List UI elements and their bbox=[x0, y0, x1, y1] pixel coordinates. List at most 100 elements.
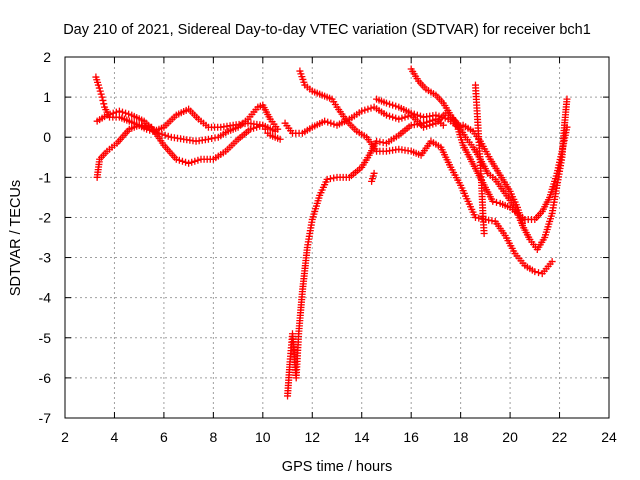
x-tick-label: 22 bbox=[552, 429, 568, 445]
data-marker bbox=[194, 156, 202, 164]
data-marker bbox=[386, 112, 394, 120]
data-marker bbox=[416, 112, 424, 120]
y-tick-label: -4 bbox=[39, 290, 52, 306]
series-track-i bbox=[261, 81, 488, 237]
data-marker bbox=[106, 110, 114, 118]
y-axis-label: SDTVAR / TECUs bbox=[8, 180, 24, 296]
series-track-d bbox=[284, 115, 447, 400]
data-marker bbox=[327, 119, 335, 127]
data-points bbox=[92, 65, 571, 400]
data-marker bbox=[122, 109, 130, 117]
data-marker bbox=[361, 106, 369, 114]
data-marker bbox=[426, 121, 434, 129]
data-marker bbox=[407, 109, 415, 117]
data-marker bbox=[112, 108, 120, 116]
x-tick-label: 20 bbox=[502, 429, 518, 445]
data-marker bbox=[178, 157, 186, 165]
data-marker bbox=[358, 107, 366, 115]
data-marker bbox=[475, 214, 483, 222]
data-marker bbox=[115, 107, 123, 115]
data-marker bbox=[364, 105, 372, 113]
x-tick-label: 8 bbox=[209, 429, 217, 445]
data-marker bbox=[208, 135, 216, 143]
data-marker bbox=[330, 174, 338, 182]
data-marker bbox=[191, 157, 199, 165]
data-marker bbox=[125, 110, 133, 118]
plot-frame bbox=[64, 56, 610, 419]
data-marker bbox=[321, 117, 329, 125]
data-marker bbox=[96, 87, 104, 95]
data-marker bbox=[271, 127, 279, 135]
data-marker bbox=[379, 139, 387, 147]
data-marker bbox=[382, 99, 390, 107]
data-marker bbox=[488, 217, 496, 225]
data-marker bbox=[256, 122, 264, 130]
data-marker bbox=[326, 175, 334, 183]
series-track-c bbox=[93, 121, 267, 181]
data-marker bbox=[188, 158, 196, 166]
data-marker bbox=[471, 213, 479, 221]
data-marker bbox=[392, 114, 400, 122]
data-marker bbox=[175, 156, 183, 164]
data-marker bbox=[518, 219, 526, 227]
data-marker bbox=[413, 111, 421, 119]
data-marker bbox=[172, 155, 180, 163]
data-marker bbox=[420, 123, 428, 131]
data-marker bbox=[95, 84, 103, 92]
data-marker bbox=[492, 198, 500, 206]
data-marker bbox=[386, 100, 394, 108]
x-tick-label: 18 bbox=[453, 429, 469, 445]
data-marker bbox=[376, 138, 384, 146]
data-marker bbox=[548, 258, 556, 266]
data-marker bbox=[158, 130, 166, 138]
data-marker bbox=[323, 175, 331, 183]
data-marker bbox=[211, 134, 219, 142]
x-tick-label: 14 bbox=[354, 429, 370, 445]
data-marker bbox=[94, 81, 102, 89]
data-marker bbox=[531, 268, 539, 276]
data-marker bbox=[382, 111, 390, 119]
data-marker bbox=[276, 135, 284, 143]
data-marker bbox=[395, 115, 403, 123]
data-marker bbox=[97, 90, 105, 98]
data-marker bbox=[182, 158, 190, 166]
data-marker bbox=[439, 121, 447, 129]
x-tick-label: 12 bbox=[304, 429, 320, 445]
y-tick-label: -2 bbox=[39, 209, 52, 225]
y-tick-label: -7 bbox=[39, 410, 52, 426]
x-tick-label: 24 bbox=[601, 429, 617, 445]
data-marker bbox=[535, 269, 543, 277]
data-marker bbox=[98, 93, 106, 101]
data-marker bbox=[435, 112, 443, 120]
x-tick-label: 10 bbox=[255, 429, 271, 445]
data-marker bbox=[432, 111, 440, 119]
data-marker bbox=[438, 113, 446, 121]
data-marker bbox=[398, 114, 406, 122]
data-marker bbox=[389, 101, 397, 109]
data-marker bbox=[118, 108, 126, 116]
data-marker bbox=[480, 229, 488, 237]
data-marker bbox=[563, 95, 571, 103]
x-tick-label: 4 bbox=[111, 429, 119, 445]
data-marker bbox=[441, 114, 449, 122]
data-marker bbox=[161, 131, 169, 139]
data-marker bbox=[99, 96, 107, 104]
x-tick-label: 2 bbox=[61, 429, 69, 445]
data-marker bbox=[185, 159, 193, 167]
y-tick-label: 2 bbox=[43, 49, 51, 65]
data-marker bbox=[324, 118, 332, 126]
data-marker bbox=[261, 125, 269, 133]
data-marker bbox=[389, 113, 397, 121]
y-tick-label: -5 bbox=[39, 330, 52, 346]
series-track-f bbox=[296, 67, 556, 278]
data-marker bbox=[246, 125, 254, 133]
data-marker bbox=[392, 102, 400, 110]
y-tick-label: -3 bbox=[39, 250, 52, 266]
data-marker bbox=[423, 122, 431, 130]
data-marker bbox=[429, 120, 437, 128]
data-marker bbox=[253, 123, 261, 131]
data-marker bbox=[109, 109, 117, 117]
x-tick-label: 16 bbox=[403, 429, 419, 445]
